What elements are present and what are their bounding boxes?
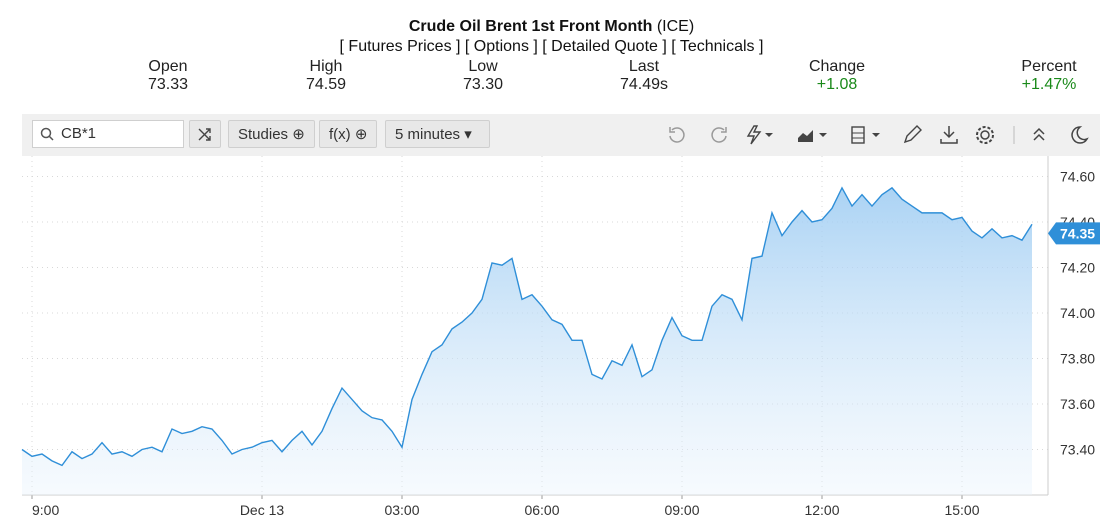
quote-value: 73.30 [462,76,504,93]
y-tick-label: 73.80 [1060,350,1095,366]
quote-label: Low [468,58,498,75]
last-price-tag [1048,222,1100,245]
x-tick-label: 06:00 [524,502,559,518]
quote-label: Last [628,58,660,75]
link[interactable]: [ Futures Prices ] [339,38,461,55]
quote-item: Low 73.30 [413,58,553,94]
y-tick-label: 74.20 [1060,259,1095,275]
price-line [21,186,1033,467]
instrument-title: Crude Oil Brent 1st Front Month [408,18,653,35]
compare-button[interactable] [189,120,221,148]
quote-item: Percent +1.47% [979,58,1103,94]
title-row: Crude Oil Brent 1st Front Month (ICE) [0,18,1103,36]
x-tick-label: 09:00 [664,502,699,518]
quote-label: Open [148,58,188,75]
links: [ Futures Prices ] [ Options ] [ Detaile… [0,38,1103,56]
link[interactable]: [ Options ] [464,38,538,55]
studies-button[interactable]: Studies ⊕ [228,120,315,148]
toolbar: CB*1 Studies ⊕ f(x) ⊕ 5 minutes ▾ [22,114,1100,156]
fx-label: f(x) [329,126,351,143]
quote-value: +1.08 [816,76,858,93]
x-tick-label: 03:00 [384,502,419,518]
x-tick-label: 9:00 [32,502,59,518]
interval-select[interactable]: 5 minutes ▾ [385,120,490,148]
y-tick-label: 74.00 [1060,305,1095,321]
fx-button[interactable]: f(x) ⊕ [319,120,378,148]
quote-label: Change [808,58,866,75]
quote-value: 74.49s [619,76,669,93]
quote-item: Change +1.08 [767,58,907,94]
studies-label: Studies [238,126,289,143]
quote-item: Open 73.33 [98,58,238,94]
quote-label: Percent [1021,58,1077,75]
link[interactable]: [ Detailed Quote ] [542,38,667,55]
x-tick-label: 12:00 [804,502,839,518]
interval-label: 5 minutes [395,126,461,143]
exchange: (ICE) [656,18,695,35]
x-tick-label: 15:00 [944,502,979,518]
quote-value: 73.33 [147,76,189,93]
quote-value: +1.47% [1021,76,1077,93]
y-tick-label: 73.40 [1060,441,1095,457]
last-price-label: 74.35 [1060,225,1095,241]
shuffle-icon [198,128,211,141]
symbol-search[interactable]: CB*1 [32,120,184,148]
quote-value: 74.59 [305,76,347,93]
toolbar-icons [669,125,1089,145]
quote-item: Last 74.49s [574,58,714,94]
x-tick-label: Dec 13 [240,502,285,518]
y-tick-label: 74.60 [1060,168,1095,184]
search-icon [40,127,54,141]
quote-item: High 74.59 [256,58,396,94]
quote-label: High [309,58,343,75]
link[interactable]: [ Technicals ] [671,38,764,55]
y-tick-label: 73.60 [1060,396,1095,412]
area-fill [22,187,1032,495]
